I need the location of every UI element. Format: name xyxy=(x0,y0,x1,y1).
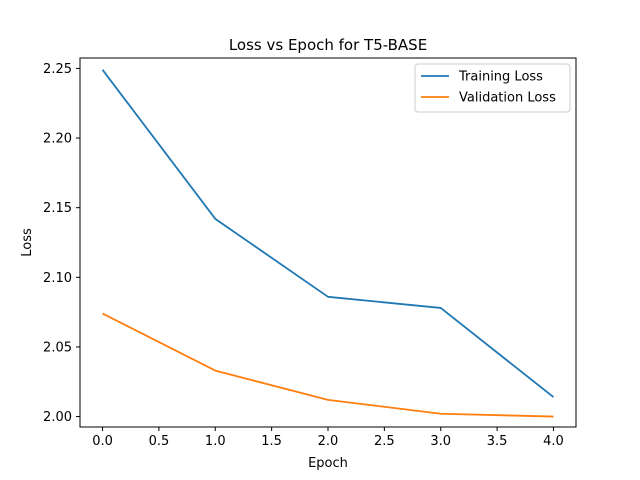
series-lines xyxy=(101,69,555,418)
y-tick-label: 2.25 xyxy=(43,62,72,77)
y-tick-label: 2.15 xyxy=(43,201,72,216)
plot-frame xyxy=(79,57,577,428)
legend-box xyxy=(414,63,571,113)
x-axis-label: Epoch xyxy=(308,456,348,471)
legend: Training Loss Validation Loss xyxy=(414,63,571,113)
legend-label-validation-loss: Validation Loss xyxy=(459,91,556,106)
y-tick-label: 2.20 xyxy=(43,132,72,147)
x-axis-ticks: 0.0 0.5 1.0 1.5 2.0 2.5 3.0 3.5 4.0 xyxy=(92,427,564,449)
y-tick-label: 2.00 xyxy=(43,410,72,425)
validation-loss-line xyxy=(102,312,554,418)
x-tick-label: 3.5 xyxy=(487,434,508,449)
y-axis-label: Loss xyxy=(20,228,35,257)
x-tick-label: 0.0 xyxy=(92,434,113,449)
y-tick-label: 2.10 xyxy=(43,271,72,286)
y-axis-ticks: 2.00 2.05 2.10 2.15 2.20 2.25 xyxy=(43,62,80,425)
training-loss-line xyxy=(101,69,555,398)
x-tick-label: 1.0 xyxy=(205,434,226,449)
x-tick-label: 3.0 xyxy=(430,434,451,449)
x-tick-label: 4.0 xyxy=(543,434,564,449)
x-tick-label: 0.5 xyxy=(149,434,170,449)
legend-label-training-loss: Training Loss xyxy=(458,70,543,85)
x-tick-label: 1.5 xyxy=(261,434,282,449)
x-tick-label: 2.0 xyxy=(318,434,339,449)
chart-title: Loss vs Epoch for T5-BASE xyxy=(229,36,427,54)
y-tick-label: 2.05 xyxy=(43,340,72,355)
x-tick-label: 2.5 xyxy=(374,434,395,449)
